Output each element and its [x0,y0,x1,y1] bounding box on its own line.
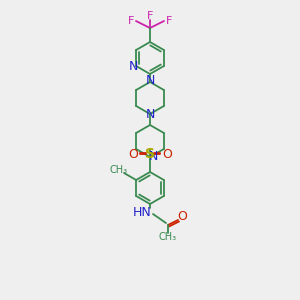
Text: CH₃: CH₃ [110,165,128,175]
Text: CH₃: CH₃ [159,232,177,242]
Text: N: N [145,109,155,122]
Text: S: S [145,147,155,161]
Text: O: O [128,148,138,160]
Text: N: N [145,74,155,88]
Text: F: F [147,11,153,21]
Text: F: F [128,16,134,26]
Text: O: O [162,148,172,160]
Text: O: O [177,209,187,223]
Text: N: N [148,151,158,164]
Text: N: N [128,59,138,73]
Text: F: F [166,16,172,26]
Text: HN: HN [133,206,152,218]
